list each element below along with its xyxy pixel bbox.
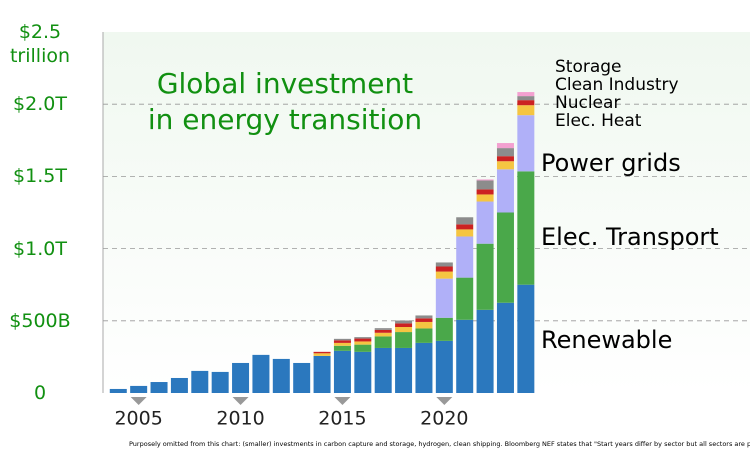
bar-segment bbox=[496, 148, 514, 157]
bar-segment bbox=[374, 332, 392, 337]
footnote: Purposely omitted from this chart: (smal… bbox=[129, 440, 750, 448]
bar-segment bbox=[435, 317, 453, 341]
bar-segment bbox=[333, 340, 351, 343]
series-label: Clean Industry bbox=[555, 75, 679, 95]
bar-segment bbox=[496, 212, 514, 303]
bar-segment bbox=[415, 342, 433, 393]
x-tick-label: 2020 bbox=[420, 408, 468, 430]
bar-segment bbox=[435, 266, 453, 272]
bar-segment bbox=[517, 115, 535, 172]
bar-segment bbox=[272, 358, 290, 393]
bar-segment bbox=[293, 362, 311, 393]
bar-segment bbox=[517, 284, 535, 393]
bar-segment bbox=[476, 201, 494, 244]
bar-segment bbox=[333, 350, 351, 393]
x-tick-mark bbox=[232, 397, 249, 405]
bar-segment bbox=[374, 329, 392, 333]
bar-segment bbox=[395, 332, 413, 348]
y-tick-label: 0 bbox=[33, 382, 47, 404]
bar-segment bbox=[354, 338, 372, 342]
chart-title: Global investment in energy transition bbox=[147, 67, 423, 136]
bar-segment bbox=[496, 161, 514, 170]
bar-segment bbox=[211, 371, 229, 393]
bar-segment bbox=[496, 143, 514, 149]
bar-segment bbox=[354, 341, 372, 345]
y-tick-label: $1.5T bbox=[13, 165, 67, 188]
bar-segment bbox=[333, 345, 351, 351]
bar-segment bbox=[374, 336, 392, 348]
bar-segment bbox=[252, 354, 270, 393]
x-tick-mark bbox=[334, 397, 351, 405]
series-label: Nuclear bbox=[555, 93, 620, 113]
series-label: Storage bbox=[555, 57, 622, 77]
bar-segment bbox=[456, 224, 474, 230]
bar-segment bbox=[354, 337, 372, 339]
x-tick-label: 2010 bbox=[216, 408, 264, 430]
x-tick-mark bbox=[130, 397, 147, 405]
x-tick-mark bbox=[436, 397, 453, 405]
bar-segment bbox=[517, 100, 535, 106]
bar-segment bbox=[374, 347, 392, 393]
bar-segment bbox=[395, 347, 413, 393]
bar-segment bbox=[476, 189, 494, 195]
bar-segment bbox=[333, 338, 351, 341]
bar-segment bbox=[435, 262, 453, 267]
bar-segment bbox=[395, 323, 413, 328]
bar-segment bbox=[456, 319, 474, 393]
y-tick-label: $2.5 trillion bbox=[9, 21, 71, 67]
x-tick-label: 2005 bbox=[114, 408, 162, 430]
bar-segment bbox=[109, 388, 127, 393]
bar-segment bbox=[517, 92, 535, 97]
bar-segment bbox=[435, 278, 453, 318]
bar-segment bbox=[333, 342, 351, 346]
bar-segment bbox=[354, 351, 372, 393]
bar-segment bbox=[313, 353, 331, 356]
bar-segment bbox=[415, 318, 433, 322]
bar-segment bbox=[313, 351, 331, 354]
bar-segment bbox=[395, 327, 413, 333]
bar-segment bbox=[415, 315, 433, 319]
bar-segment bbox=[170, 377, 188, 393]
bar-segment bbox=[476, 180, 494, 190]
y-tick-label: $2.0T bbox=[13, 93, 67, 116]
bar-segment bbox=[517, 105, 535, 116]
bar-segment bbox=[354, 344, 372, 352]
bar-segment bbox=[456, 217, 474, 225]
bar-segment bbox=[232, 362, 250, 393]
bar-segment bbox=[191, 370, 209, 393]
bar-segment bbox=[496, 156, 514, 162]
bar-segment bbox=[435, 340, 453, 393]
bar-segment bbox=[456, 236, 474, 278]
bar-segment bbox=[130, 385, 148, 393]
bar-segment bbox=[517, 171, 535, 285]
series-label: Elec. Heat bbox=[555, 111, 642, 131]
bar-segment bbox=[313, 355, 331, 393]
bar-segment bbox=[496, 169, 514, 213]
bar-segment bbox=[476, 179, 494, 181]
bar-segment bbox=[150, 382, 168, 393]
bar-segment bbox=[496, 302, 514, 393]
bar-segment bbox=[517, 96, 535, 101]
bar-segment bbox=[456, 229, 474, 237]
bar-segment bbox=[435, 271, 453, 279]
bar-segment bbox=[395, 320, 413, 324]
series-label: Power grids bbox=[541, 149, 681, 177]
bar-segment bbox=[476, 194, 494, 202]
bar-segment bbox=[456, 277, 474, 320]
bar-segment bbox=[415, 321, 433, 329]
bar-segment bbox=[374, 328, 392, 330]
y-tick-label: $500B bbox=[9, 309, 71, 332]
y-tick-label: $1.0T bbox=[13, 237, 67, 260]
series-label: Renewable bbox=[541, 326, 672, 354]
x-tick-label: 2015 bbox=[318, 408, 366, 430]
series-label: Elec. Transport bbox=[541, 223, 719, 251]
bar-segment bbox=[476, 309, 494, 393]
bar-segment bbox=[476, 243, 494, 310]
bar-segment bbox=[415, 328, 433, 343]
